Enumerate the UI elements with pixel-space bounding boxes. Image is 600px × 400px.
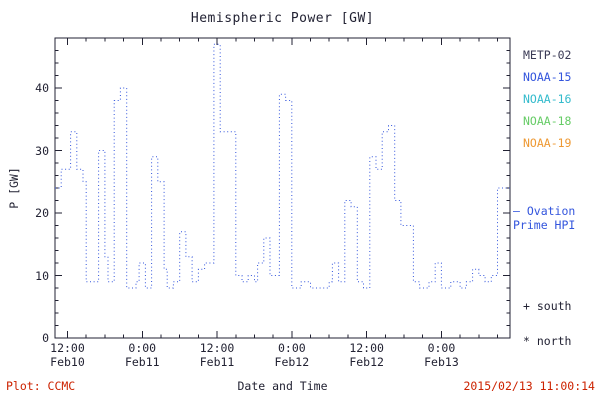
x-tick-time: 0:00: [277, 341, 306, 355]
ovation-label-line1: — Ovation: [513, 204, 576, 218]
x-tick-date: Feb11: [124, 354, 160, 369]
ovation-prime-hpi-label: — Ovation Prime HPI: [513, 204, 575, 232]
plot-timestamp: 2015/02/13 11:00:14: [463, 379, 595, 393]
ovation-label-line2: Prime HPI: [513, 218, 576, 232]
x-axis-label: Date and Time: [237, 379, 328, 393]
x-tick-label: 0:00 Feb11: [111, 341, 173, 369]
legend-item-noaa-19: NOAA-19: [523, 136, 572, 150]
y-tick-label: 0: [42, 331, 49, 345]
legend: METP-02 NOAA-15 NOAA-16 NOAA-18 NOAA-19: [523, 44, 571, 154]
legend-item-noaa-16: NOAA-16: [523, 92, 572, 106]
x-tick-label: 0:00 Feb12: [261, 341, 323, 369]
plot-credit: Plot: CCMC: [6, 379, 76, 393]
x-tick-time: 0:00: [128, 341, 157, 355]
x-tick-date: Feb12: [349, 354, 384, 369]
x-tick-time: 12:00: [199, 341, 235, 355]
x-tick-date: Feb12: [274, 354, 310, 369]
x-tick-label: 12:00 Feb10: [36, 341, 98, 369]
x-tick-time: 12:00: [50, 341, 85, 355]
y-tick-label: 40: [35, 81, 49, 95]
chart-title: Hemispheric Power [GW]: [190, 11, 375, 26]
legend-item-metp-02: METP-02: [523, 48, 572, 62]
y-tick-label: 20: [35, 206, 49, 220]
x-tick-date: Feb10: [50, 354, 85, 369]
x-tick-time: 12:00: [349, 341, 384, 355]
x-tick-time: 0:00: [427, 341, 456, 355]
north-marker-legend: * north: [523, 334, 572, 348]
x-tick-label: 12:00 Feb11: [186, 341, 248, 369]
x-tick-date: Feb13: [424, 354, 459, 369]
x-tick-label: 12:00 Feb12: [336, 341, 398, 369]
south-marker-legend: + south: [523, 299, 572, 313]
y-tick-label: 10: [35, 268, 49, 283]
y-tick-label: 30: [35, 143, 49, 158]
x-tick-date: Feb11: [199, 354, 235, 369]
legend-item-noaa-15: NOAA-15: [523, 70, 572, 84]
legend-item-noaa-18: NOAA-18: [523, 114, 572, 128]
x-tick-label: 0:00 Feb13: [410, 341, 472, 369]
